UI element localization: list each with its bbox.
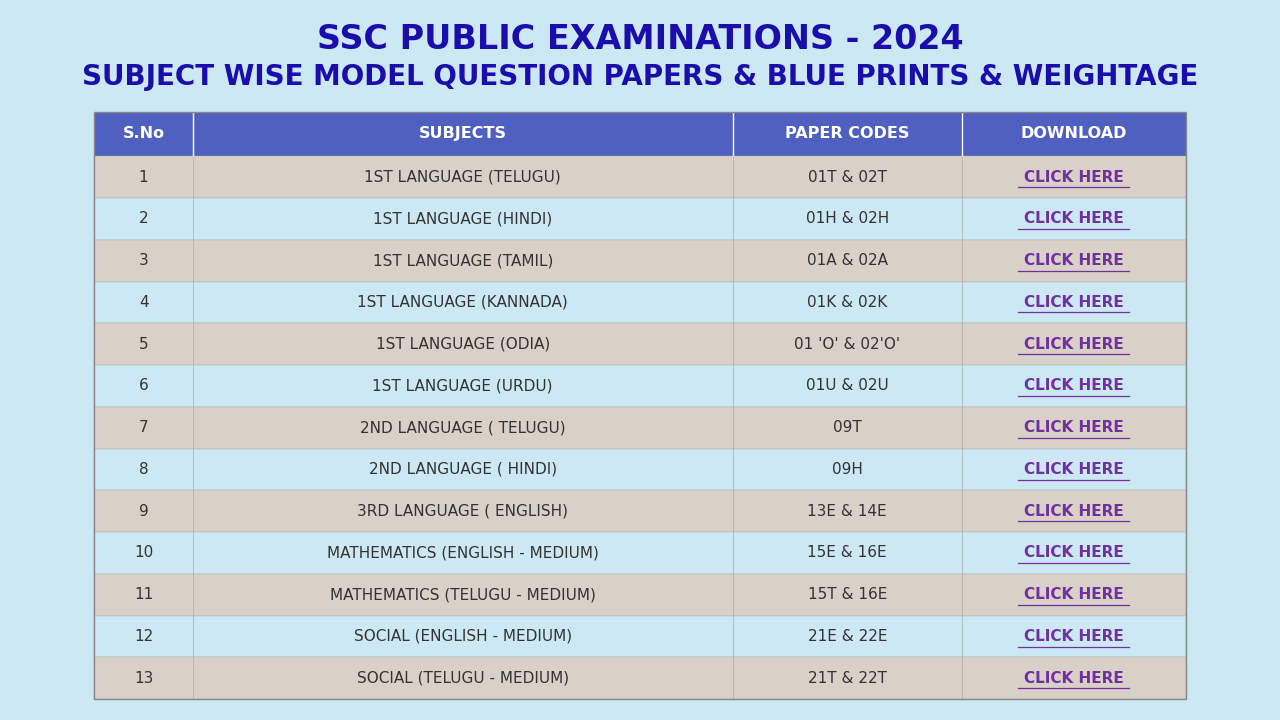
Text: 5: 5 [138, 337, 148, 351]
Text: 10: 10 [134, 546, 154, 560]
Bar [95, 240, 1185, 282]
Text: 1ST LANGUAGE (KANNADA): 1ST LANGUAGE (KANNADA) [357, 295, 568, 310]
Text: 01T & 02T: 01T & 02T [808, 170, 887, 184]
Text: 01A & 02A: 01A & 02A [806, 253, 888, 268]
Text: MATHEMATICS (TELUGU - MEDIUM): MATHEMATICS (TELUGU - MEDIUM) [330, 588, 595, 602]
Text: 1ST LANGUAGE (ODIA): 1ST LANGUAGE (ODIA) [375, 337, 550, 351]
Text: 9: 9 [138, 504, 148, 518]
Bar [95, 657, 1185, 699]
Text: 2ND LANGUAGE ( HINDI): 2ND LANGUAGE ( HINDI) [369, 462, 557, 477]
Text: 21T & 22T: 21T & 22T [808, 671, 887, 685]
Text: 7: 7 [138, 420, 148, 435]
Text: 21E & 22E: 21E & 22E [808, 629, 887, 644]
Text: S.No: S.No [123, 127, 165, 141]
Text: PAPER CODES: PAPER CODES [785, 127, 910, 141]
Text: 01H & 02H: 01H & 02H [805, 212, 888, 226]
Text: MATHEMATICS (ENGLISH - MEDIUM): MATHEMATICS (ENGLISH - MEDIUM) [326, 546, 599, 560]
Bar [95, 616, 1185, 657]
Bar [95, 112, 1185, 156]
Text: CLICK HERE: CLICK HERE [1024, 462, 1124, 477]
Bar [95, 282, 1185, 323]
Text: CLICK HERE: CLICK HERE [1024, 420, 1124, 435]
Bar [95, 490, 1185, 532]
Text: SUBJECTS: SUBJECTS [419, 127, 507, 141]
Text: 13E & 14E: 13E & 14E [808, 504, 887, 518]
Text: CLICK HERE: CLICK HERE [1024, 253, 1124, 268]
Text: 3: 3 [138, 253, 148, 268]
Text: 2: 2 [138, 212, 148, 226]
Text: DOWNLOAD: DOWNLOAD [1020, 127, 1126, 141]
Text: CLICK HERE: CLICK HERE [1024, 588, 1124, 602]
Text: 1ST LANGUAGE (HINDI): 1ST LANGUAGE (HINDI) [372, 212, 553, 226]
Text: CLICK HERE: CLICK HERE [1024, 337, 1124, 351]
Text: 6: 6 [138, 379, 148, 393]
Text: CLICK HERE: CLICK HERE [1024, 671, 1124, 685]
Text: 13: 13 [134, 671, 154, 685]
Text: CLICK HERE: CLICK HERE [1024, 546, 1124, 560]
Text: 01K & 02K: 01K & 02K [808, 295, 887, 310]
Text: CLICK HERE: CLICK HERE [1024, 212, 1124, 226]
Bar [95, 532, 1185, 574]
Text: 09T: 09T [833, 420, 861, 435]
Text: 1ST LANGUAGE (TELUGU): 1ST LANGUAGE (TELUGU) [365, 170, 561, 184]
Text: CLICK HERE: CLICK HERE [1024, 379, 1124, 393]
Text: 1: 1 [138, 170, 148, 184]
Bar [95, 449, 1185, 490]
Text: 11: 11 [134, 588, 154, 602]
Bar [95, 112, 1185, 699]
Text: 8: 8 [138, 462, 148, 477]
Text: 3RD LANGUAGE ( ENGLISH): 3RD LANGUAGE ( ENGLISH) [357, 504, 568, 518]
Bar [95, 365, 1185, 407]
Text: CLICK HERE: CLICK HERE [1024, 170, 1124, 184]
Text: CLICK HERE: CLICK HERE [1024, 629, 1124, 644]
Text: SOCIAL (ENGLISH - MEDIUM): SOCIAL (ENGLISH - MEDIUM) [353, 629, 572, 644]
Text: CLICK HERE: CLICK HERE [1024, 504, 1124, 518]
Text: SUBJECT WISE MODEL QUESTION PAPERS & BLUE PRINTS & WEIGHTAGE: SUBJECT WISE MODEL QUESTION PAPERS & BLU… [82, 63, 1198, 91]
Text: 12: 12 [134, 629, 154, 644]
Text: 2ND LANGUAGE ( TELUGU): 2ND LANGUAGE ( TELUGU) [360, 420, 566, 435]
Bar [95, 198, 1185, 240]
Bar [95, 407, 1185, 449]
Text: 4: 4 [138, 295, 148, 310]
Text: 1ST LANGUAGE (TAMIL): 1ST LANGUAGE (TAMIL) [372, 253, 553, 268]
Text: 09H: 09H [832, 462, 863, 477]
Text: SOCIAL (TELUGU - MEDIUM): SOCIAL (TELUGU - MEDIUM) [357, 671, 568, 685]
Text: 15E & 16E: 15E & 16E [808, 546, 887, 560]
Text: CLICK HERE: CLICK HERE [1024, 295, 1124, 310]
Bar [95, 156, 1185, 198]
Text: 01 'O' & 02'O': 01 'O' & 02'O' [794, 337, 900, 351]
Text: SSC PUBLIC EXAMINATIONS - 2024: SSC PUBLIC EXAMINATIONS - 2024 [316, 23, 964, 56]
Text: 01U & 02U: 01U & 02U [806, 379, 888, 393]
Text: 15T & 16E: 15T & 16E [808, 588, 887, 602]
Bar [95, 574, 1185, 616]
Bar [95, 323, 1185, 365]
Text: 1ST LANGUAGE (URDU): 1ST LANGUAGE (URDU) [372, 379, 553, 393]
